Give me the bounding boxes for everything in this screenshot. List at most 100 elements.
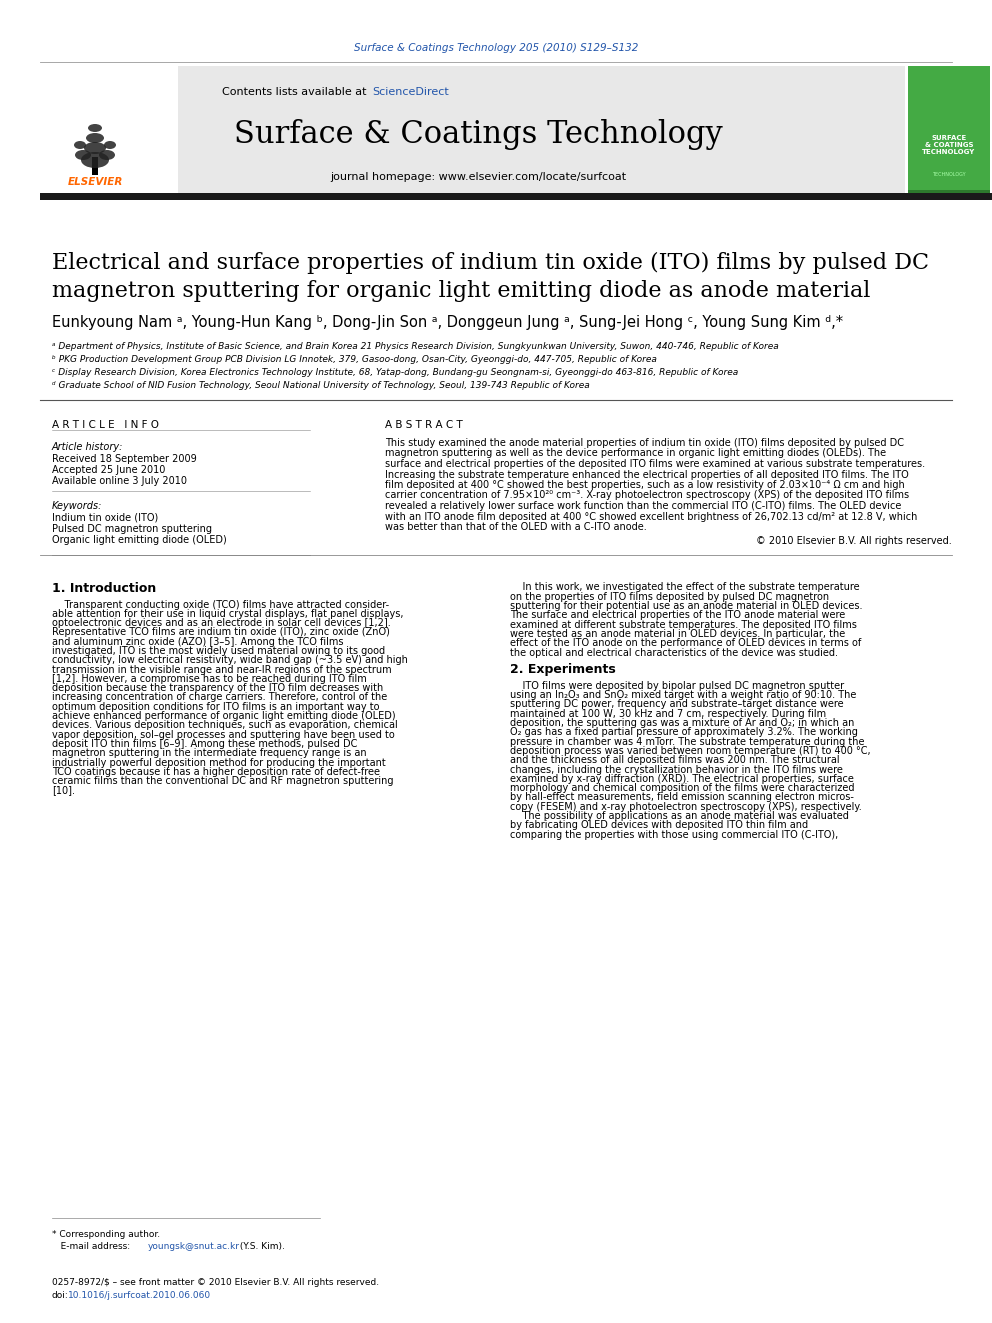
- Text: Pulsed DC magnetron sputtering: Pulsed DC magnetron sputtering: [52, 524, 212, 534]
- Text: investigated, ITO is the most widely used material owing to its good: investigated, ITO is the most widely use…: [52, 646, 385, 656]
- Text: Accepted 25 June 2010: Accepted 25 June 2010: [52, 464, 166, 475]
- Text: maintained at 100 W, 30 kHz and 7 cm, respectively. During film: maintained at 100 W, 30 kHz and 7 cm, re…: [510, 709, 826, 718]
- Text: examined at different substrate temperatures. The deposited ITO films: examined at different substrate temperat…: [510, 619, 857, 630]
- Text: * Corresponding author.: * Corresponding author.: [52, 1230, 160, 1240]
- Text: In this work, we investigated the effect of the substrate temperature: In this work, we investigated the effect…: [510, 582, 860, 593]
- Text: able attention for their use in liquid crystal displays, flat panel displays,: able attention for their use in liquid c…: [52, 609, 404, 619]
- Ellipse shape: [75, 149, 91, 160]
- Text: TECHNOLOGY: TECHNOLOGY: [932, 172, 966, 177]
- Text: 10.1016/j.surfcoat.2010.06.060: 10.1016/j.surfcoat.2010.06.060: [68, 1291, 211, 1301]
- Text: and aluminum zinc oxide (AZO) [3–5]. Among the TCO films: and aluminum zinc oxide (AZO) [3–5]. Amo…: [52, 636, 343, 647]
- Text: and the thickness of all deposited films was 200 nm. The structural: and the thickness of all deposited films…: [510, 755, 839, 765]
- Text: Increasing the substrate temperature enhanced the electrical properties of all d: Increasing the substrate temperature enh…: [385, 470, 909, 479]
- Text: (Y.S. Kim).: (Y.S. Kim).: [237, 1242, 285, 1252]
- Text: Eunkyoung Nam ᵃ, Young-Hun Kang ᵇ, Dong-Jin Son ᵃ, Donggeun Jung ᵃ, Sung-Jei Hon: Eunkyoung Nam ᵃ, Young-Hun Kang ᵇ, Dong-…: [52, 315, 843, 329]
- Text: film deposited at 400 °C showed the best properties, such as a low resistivity o: film deposited at 400 °C showed the best…: [385, 480, 905, 490]
- Bar: [40, 66, 178, 193]
- Text: sputtering for their potential use as an anode material in OLED devices.: sputtering for their potential use as an…: [510, 601, 862, 611]
- Text: deposit ITO thin films [6–9]. Among these methods, pulsed DC: deposit ITO thin films [6–9]. Among thes…: [52, 740, 357, 749]
- Text: industrially powerful deposition method for producing the important: industrially powerful deposition method …: [52, 758, 386, 767]
- Text: Organic light emitting diode (OLED): Organic light emitting diode (OLED): [52, 534, 227, 545]
- Text: [1,2]. However, a compromise has to be reached during ITO film: [1,2]. However, a compromise has to be r…: [52, 673, 367, 684]
- Text: E-mail address:: E-mail address:: [52, 1242, 133, 1252]
- Text: copy (FESEM) and x-ray photoelectron spectroscopy (XPS), respectively.: copy (FESEM) and x-ray photoelectron spe…: [510, 802, 862, 812]
- Text: ceramic films than the conventional DC and RF magnetron sputtering: ceramic films than the conventional DC a…: [52, 777, 394, 786]
- Text: Article history:: Article history:: [52, 442, 123, 452]
- Text: ᵃ Department of Physics, Institute of Basic Science, and Brain Korea 21 Physics : ᵃ Department of Physics, Institute of Ba…: [52, 343, 779, 351]
- Text: revealed a relatively lower surface work function than the commercial ITO (C-ITO: revealed a relatively lower surface work…: [385, 501, 902, 511]
- Text: Representative TCO films are indium tin oxide (ITO), zinc oxide (ZnO): Representative TCO films are indium tin …: [52, 627, 390, 638]
- Text: transmission in the visible range and near-IR regions of the spectrum: transmission in the visible range and ne…: [52, 664, 392, 675]
- Text: Surface & Coatings Technology 205 (2010) S129–S132: Surface & Coatings Technology 205 (2010)…: [354, 44, 638, 53]
- Text: A R T I C L E   I N F O: A R T I C L E I N F O: [52, 419, 159, 430]
- Text: doi:: doi:: [52, 1291, 68, 1301]
- Text: the optical and electrical characteristics of the device was studied.: the optical and electrical characteristi…: [510, 647, 838, 658]
- Text: effect of the ITO anode on the performance of OLED devices in terms of: effect of the ITO anode on the performan…: [510, 638, 861, 648]
- Bar: [92, 157, 98, 175]
- Text: surface and electrical properties of the deposited ITO films were examined at va: surface and electrical properties of the…: [385, 459, 926, 468]
- Text: achieve enhanced performance of organic light emitting diode (OLED): achieve enhanced performance of organic …: [52, 710, 396, 721]
- Bar: [908, 66, 990, 193]
- Text: Transparent conducting oxide (TCO) films have attracted consider-: Transparent conducting oxide (TCO) films…: [52, 599, 389, 610]
- Text: with an ITO anode film deposited at 400 °C showed excellent brightness of 26,702: with an ITO anode film deposited at 400 …: [385, 512, 918, 521]
- Text: youngsk@snut.ac.kr: youngsk@snut.ac.kr: [148, 1242, 240, 1252]
- Text: Keywords:: Keywords:: [52, 501, 102, 511]
- Text: carrier concentration of 7.95×10²⁰ cm⁻³. X-ray photoelectron spectroscopy (XPS) : carrier concentration of 7.95×10²⁰ cm⁻³.…: [385, 491, 909, 500]
- Text: ITO films were deposited by bipolar pulsed DC magnetron sputter: ITO films were deposited by bipolar puls…: [510, 681, 844, 691]
- Text: vapor deposition, sol–gel processes and sputtering have been used to: vapor deposition, sol–gel processes and …: [52, 730, 395, 740]
- Text: deposition process was varied between room temperature (RT) to 400 °C,: deposition process was varied between ro…: [510, 746, 871, 755]
- Text: ELSEVIER: ELSEVIER: [67, 177, 123, 187]
- Text: magnetron sputtering in the intermediate frequency range is an: magnetron sputtering in the intermediate…: [52, 749, 367, 758]
- Bar: [75, 66, 905, 193]
- Text: 2. Experiments: 2. Experiments: [510, 663, 616, 676]
- Text: deposition because the transparency of the ITO film decreases with: deposition because the transparency of t…: [52, 683, 383, 693]
- Text: A B S T R A C T: A B S T R A C T: [385, 419, 462, 430]
- Text: by hall-effect measurements, field emission scanning electron micros-: by hall-effect measurements, field emiss…: [510, 792, 854, 803]
- Ellipse shape: [99, 149, 115, 160]
- Text: 1. Introduction: 1. Introduction: [52, 582, 157, 595]
- Text: ᵈ Graduate School of NID Fusion Technology, Seoul National University of Technol: ᵈ Graduate School of NID Fusion Technolo…: [52, 381, 590, 390]
- Ellipse shape: [74, 142, 86, 149]
- Ellipse shape: [104, 142, 116, 149]
- Text: O₂ gas has a fixed partial pressure of approximately 3.2%. The working: O₂ gas has a fixed partial pressure of a…: [510, 728, 858, 737]
- Text: Electrical and surface properties of indium tin oxide (ITO) films by pulsed DC
m: Electrical and surface properties of ind…: [52, 251, 929, 302]
- Text: The surface and electrical properties of the ITO anode material were: The surface and electrical properties of…: [510, 610, 845, 620]
- Text: magnetron sputtering as well as the device performance in organic light emitting: magnetron sputtering as well as the devi…: [385, 448, 886, 459]
- Text: ᶜ Display Research Division, Korea Electronics Technology Institute, 68, Yatap-d: ᶜ Display Research Division, Korea Elect…: [52, 368, 738, 377]
- Text: pressure in chamber was 4 mTorr. The substrate temperature during the: pressure in chamber was 4 mTorr. The sub…: [510, 737, 864, 746]
- Text: SURFACE
& COATINGS
TECHNOLOGY: SURFACE & COATINGS TECHNOLOGY: [923, 135, 975, 156]
- Ellipse shape: [86, 134, 104, 143]
- Text: changes, including the crystallization behavior in the ITO films were: changes, including the crystallization b…: [510, 765, 843, 774]
- Text: 0257-8972/$ – see front matter © 2010 Elsevier B.V. All rights reserved.: 0257-8972/$ – see front matter © 2010 El…: [52, 1278, 379, 1287]
- Ellipse shape: [81, 152, 109, 168]
- Bar: [908, 191, 990, 200]
- Text: Surface & Coatings Technology: Surface & Coatings Technology: [234, 119, 722, 151]
- Text: Contents lists available at: Contents lists available at: [222, 87, 370, 97]
- Text: optimum deposition conditions for ITO films is an important way to: optimum deposition conditions for ITO fi…: [52, 701, 380, 712]
- Text: Available online 3 July 2010: Available online 3 July 2010: [52, 476, 187, 486]
- Text: journal homepage: www.elsevier.com/locate/surfcoat: journal homepage: www.elsevier.com/locat…: [330, 172, 626, 183]
- Text: using an In₂O₃ and SnO₂ mixed target with a weight ratio of 90:10. The: using an In₂O₃ and SnO₂ mixed target wit…: [510, 691, 856, 700]
- Text: devices. Various deposition techniques, such as evaporation, chemical: devices. Various deposition techniques, …: [52, 721, 398, 730]
- Text: by fabricating OLED devices with deposited ITO thin film and: by fabricating OLED devices with deposit…: [510, 820, 808, 831]
- Text: TCO coatings because it has a higher deposition rate of defect-free: TCO coatings because it has a higher dep…: [52, 767, 380, 777]
- Text: ᵇ PKG Production Development Group PCB Division LG Innotek, 379, Gasoo-dong, Osa: ᵇ PKG Production Development Group PCB D…: [52, 355, 657, 364]
- Ellipse shape: [84, 142, 106, 153]
- Text: [10].: [10].: [52, 786, 75, 795]
- Text: deposition, the sputtering gas was a mixture of Ar and O₂; in which an: deposition, the sputtering gas was a mix…: [510, 718, 854, 728]
- Bar: [40, 193, 992, 200]
- Text: comparing the properties with those using commercial ITO (C-ITO),: comparing the properties with those usin…: [510, 830, 838, 840]
- Text: The possibility of applications as an anode material was evaluated: The possibility of applications as an an…: [510, 811, 849, 822]
- Text: This study examined the anode material properties of indium tin oxide (ITO) film: This study examined the anode material p…: [385, 438, 904, 448]
- Text: Received 18 September 2009: Received 18 September 2009: [52, 454, 196, 464]
- Text: ScienceDirect: ScienceDirect: [372, 87, 448, 97]
- Text: sputtering DC power, frequency and substrate–target distance were: sputtering DC power, frequency and subst…: [510, 700, 843, 709]
- Text: on the properties of ITO films deposited by pulsed DC magnetron: on the properties of ITO films deposited…: [510, 591, 829, 602]
- Text: © 2010 Elsevier B.V. All rights reserved.: © 2010 Elsevier B.V. All rights reserved…: [756, 537, 952, 546]
- Text: optoelectronic devices and as an electrode in solar cell devices [1,2].: optoelectronic devices and as an electro…: [52, 618, 391, 628]
- Text: were tested as an anode material in OLED devices. In particular, the: were tested as an anode material in OLED…: [510, 628, 845, 639]
- Text: Indium tin oxide (ITO): Indium tin oxide (ITO): [52, 513, 159, 523]
- Text: was better than that of the OLED with a C-ITO anode.: was better than that of the OLED with a …: [385, 523, 647, 532]
- Text: increasing concentration of charge carriers. Therefore, control of the: increasing concentration of charge carri…: [52, 692, 387, 703]
- Ellipse shape: [88, 124, 102, 132]
